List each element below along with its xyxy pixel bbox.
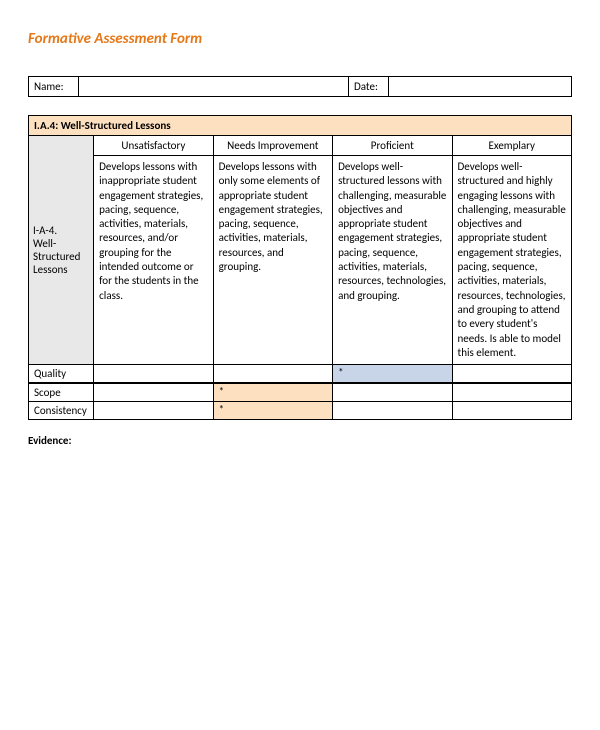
consistency-c1[interactable] xyxy=(94,402,213,420)
desc-needs-improvement: Develops lessons with only some elements… xyxy=(213,156,332,365)
rubric-table: I.A.4: Well-Structured Lessons I-A-4. We… xyxy=(28,115,572,420)
desc-unsatisfactory: Develops lessons with inappropriate stud… xyxy=(94,156,213,365)
name-field[interactable] xyxy=(79,77,349,97)
date-field[interactable] xyxy=(389,77,572,97)
scope-c4[interactable] xyxy=(452,383,571,402)
quality-c2[interactable] xyxy=(213,365,332,384)
consistency-label: Consistency xyxy=(29,402,94,420)
consistency-c4[interactable] xyxy=(452,402,571,420)
desc-proficient: Develops well-structured lessons with ch… xyxy=(333,156,452,365)
row-label-code: I-A-4. xyxy=(33,224,89,237)
desc-exemplary: Develops well-structured and highly enga… xyxy=(452,156,571,365)
scope-row: Scope * xyxy=(29,383,572,402)
quality-row: Quality * xyxy=(29,365,572,384)
header-table: Name: Date: xyxy=(28,76,572,97)
scope-label: Scope xyxy=(29,383,94,402)
scope-c2[interactable]: * xyxy=(213,383,332,402)
spacer xyxy=(28,97,572,115)
consistency-c3[interactable] xyxy=(333,402,452,420)
row-label: I-A-4. Well-Structured Lessons xyxy=(29,136,94,365)
section-header: I.A.4: Well-Structured Lessons xyxy=(29,116,572,136)
scope-c1[interactable] xyxy=(94,383,213,402)
quality-c3[interactable]: * xyxy=(333,365,452,384)
col-head-needs-improvement: Needs Improvement xyxy=(213,136,332,156)
date-label: Date: xyxy=(349,77,389,97)
name-label: Name: xyxy=(29,77,79,97)
quality-c4[interactable] xyxy=(452,365,571,384)
quality-c1[interactable] xyxy=(94,365,213,384)
col-head-proficient: Proficient xyxy=(333,136,452,156)
col-head-unsatisfactory: Unsatisfactory xyxy=(94,136,213,156)
quality-label: Quality xyxy=(29,365,94,384)
column-header-row: I-A-4. Well-Structured Lessons Unsatisfa… xyxy=(29,136,572,156)
description-row: Develops lessons with inappropriate stud… xyxy=(29,156,572,365)
evidence-label: Evidence: xyxy=(28,434,572,447)
consistency-c2[interactable]: * xyxy=(213,402,332,420)
col-head-exemplary: Exemplary xyxy=(452,136,571,156)
page-title: Formative Assessment Form xyxy=(28,30,572,48)
row-label-text: Well-Structured Lessons xyxy=(33,237,89,276)
scope-c3[interactable] xyxy=(333,383,452,402)
consistency-row: Consistency * xyxy=(29,402,572,420)
